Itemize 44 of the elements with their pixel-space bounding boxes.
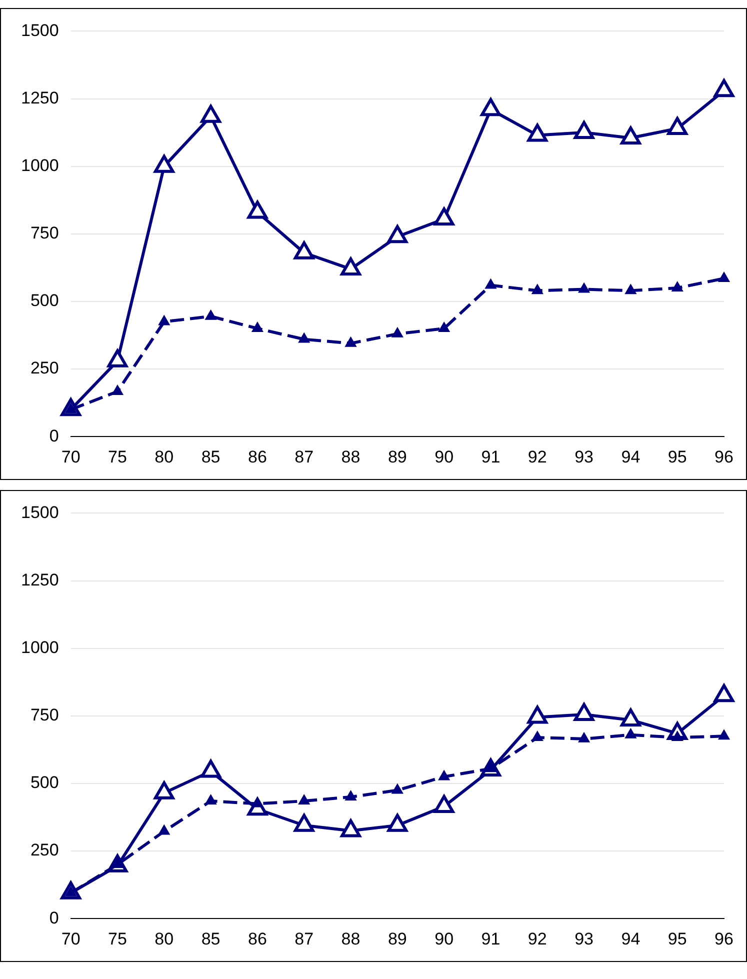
y-tick-label: 750 xyxy=(30,224,59,243)
y-tick-label: 0 xyxy=(49,908,59,928)
x-tick-label: 94 xyxy=(621,929,640,948)
y-tick-label: 1500 xyxy=(20,502,59,522)
x-tick-label: 92 xyxy=(528,447,547,466)
y-tick-label: 750 xyxy=(30,706,59,725)
x-tick-label: 90 xyxy=(434,447,454,466)
x-tick-label: 93 xyxy=(574,929,594,948)
x-tick-label: 89 xyxy=(388,929,407,948)
x-tick-label: 90 xyxy=(434,929,454,948)
x-tick-label: 91 xyxy=(481,929,500,948)
x-tick-label: 75 xyxy=(108,447,127,466)
x-tick-label: 96 xyxy=(714,447,734,466)
y-tick-label: 1250 xyxy=(20,570,59,590)
y-tick-label: 250 xyxy=(30,840,59,860)
x-tick-label: 92 xyxy=(528,929,547,948)
y-tick-label: 1250 xyxy=(20,88,59,108)
y-tick-label: 500 xyxy=(30,291,59,310)
y-tick-label: 250 xyxy=(30,358,59,378)
x-tick-label: 86 xyxy=(248,447,267,466)
x-tick-label: 85 xyxy=(201,929,220,948)
y-tick-label: 0 xyxy=(49,426,59,446)
x-tick-label: 88 xyxy=(341,447,360,466)
x-tick-label: 91 xyxy=(481,447,500,466)
x-tick-label: 95 xyxy=(668,929,687,948)
y-tick-label: 1000 xyxy=(20,156,59,176)
x-tick-label: 87 xyxy=(294,929,314,948)
x-tick-label: 86 xyxy=(248,929,267,948)
x-tick-label: 93 xyxy=(574,447,594,466)
x-tick-label: 87 xyxy=(294,447,314,466)
x-tick-label: 75 xyxy=(108,929,127,948)
x-tick-label: 96 xyxy=(714,929,734,948)
x-tick-label: 89 xyxy=(388,447,407,466)
x-tick-label: 94 xyxy=(621,447,640,466)
x-tick-label: 80 xyxy=(154,929,174,948)
x-tick-label: 70 xyxy=(61,929,80,948)
x-tick-label: 95 xyxy=(668,447,687,466)
y-tick-label: 1000 xyxy=(20,638,59,658)
x-tick-label: 70 xyxy=(61,447,80,466)
y-tick-label: 1500 xyxy=(20,20,59,40)
y-tick-label: 500 xyxy=(30,773,59,792)
x-tick-label: 85 xyxy=(201,447,220,466)
x-tick-label: 80 xyxy=(154,447,174,466)
x-tick-label: 88 xyxy=(341,929,360,948)
